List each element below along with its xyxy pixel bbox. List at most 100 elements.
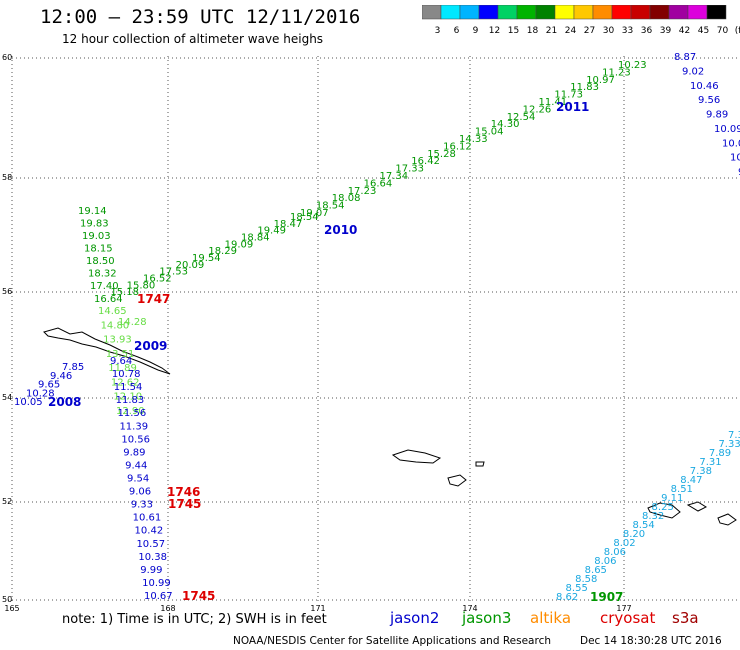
legend-cryosat: cryosat (600, 609, 656, 627)
swh-reading: 9.54 (127, 474, 149, 485)
legend-altika: altika (530, 609, 572, 627)
swh-reading: 7.89 (709, 448, 731, 459)
swh-reading: 16.64 (364, 178, 393, 189)
swh-reading: 9.33 (131, 500, 153, 511)
swh-reading: 8.06 (604, 547, 626, 558)
swh-reading: 18.84 (241, 233, 270, 244)
swh-reading: 13.51 (106, 349, 135, 360)
swh-reading: 14.33 (459, 134, 488, 145)
swh-reading: 7.31 (699, 457, 721, 468)
scale-swatch (592, 5, 613, 20)
graticule-grid (8, 56, 740, 602)
scale-swatch (459, 5, 480, 20)
swh-reading: 10.57 (136, 539, 165, 550)
swh-reading: 9.99 (140, 565, 162, 576)
scale-swatch (573, 5, 594, 20)
coastline (391, 449, 442, 464)
swh-reading: 10.56 (121, 434, 150, 445)
swh-reading: 8.25 (652, 502, 674, 513)
scale-swatch (630, 5, 651, 20)
swh-reading: 8.54 (632, 520, 654, 531)
swh-reading: 16.12 (443, 141, 472, 152)
pass-time-label: 1745 (168, 497, 201, 511)
swh-reading: 8.20 (623, 529, 645, 540)
swh-reading: 9.64 (110, 356, 132, 367)
swh-reading: 18.29 (208, 246, 237, 257)
swh-reading: 11.54 (114, 382, 143, 393)
swh-reading: 11.41 (539, 97, 568, 108)
swh-reading: 19.49 (257, 226, 286, 237)
swh-reading: 9.56 (698, 95, 720, 106)
swh-reading: 9.89 (706, 110, 728, 121)
swh-reading: 9.44 (125, 460, 147, 471)
swh-reading: 11.56 (118, 408, 147, 419)
swh-reading: 8.55 (566, 583, 588, 594)
swh-reading: 17.33 (395, 164, 424, 175)
swh-reading: 10.46 (690, 81, 719, 92)
swh-reading: 16.64 (94, 294, 123, 305)
pass-time-label: 2008 (48, 395, 81, 409)
longitude-tick-label: 168 (160, 604, 175, 613)
scale-tick-label: 70 (717, 26, 729, 36)
swh-reading: 10.28 (26, 388, 55, 399)
scale-swatch (422, 5, 442, 20)
legend-jason3: jason3 (462, 609, 512, 627)
credit-line: NOAA/NESDIS Center for Satellite Applica… (233, 635, 551, 647)
scale-tick-label: (ft) (735, 26, 740, 36)
scale-swatch (440, 5, 461, 20)
scale-tick-label: 18 (527, 26, 539, 36)
longitude-tick-label: 165 (4, 604, 19, 613)
swh-reading: 14.65 (98, 306, 127, 317)
swh-reading: 8.87 (674, 52, 696, 63)
swh-reading: 14.30 (491, 119, 520, 130)
latitude-tick-label: 58 (2, 173, 12, 182)
swh-reading: 18.54 (316, 201, 345, 212)
swh-reading: 8.32 (642, 511, 664, 522)
swh-reading: 16.42 (411, 156, 440, 167)
swh-reading: 18.47 (274, 219, 303, 230)
scale-tick-label: 27 (584, 26, 595, 36)
swh-reading: 17.53 (159, 267, 188, 278)
swh-reading: 19.54 (192, 253, 221, 264)
swh-reading: 10.05 (14, 397, 43, 408)
swh-reading: 13.93 (103, 335, 132, 346)
latitude-tick-label: 54 (2, 393, 12, 402)
latitude-tick-label: 50 (2, 595, 12, 604)
scale-tick-label: 21 (546, 26, 557, 36)
swh-reading: 9.65 (38, 380, 60, 391)
swh-reading: 10.99 (142, 578, 171, 589)
scale-swatch (478, 5, 499, 20)
swh-reading: 10.0 (722, 138, 740, 149)
scale-tick-label: 45 (698, 26, 709, 36)
swh-reading: 17.23 (348, 186, 377, 197)
footnote: note: 1) Time is in UTC; 2) SWH is in fe… (62, 612, 327, 627)
longitude-tick-label: 171 (310, 604, 325, 613)
swh-reading: 9.89 (123, 447, 145, 458)
swh-reading: 8.62 (556, 592, 578, 603)
scale-tick-label: 9 (473, 26, 479, 36)
swh-reading: 19.07 (300, 208, 329, 219)
swh-reading: 12.90 (116, 406, 145, 417)
swh-reading: 19.03 (82, 231, 111, 242)
swh-reading: 16.52 (143, 274, 172, 285)
swh-reading: 8.51 (671, 484, 693, 495)
swh-reading: 10.42 (135, 526, 164, 537)
scale-swatch (687, 5, 708, 20)
swh-reading: 10.61 (133, 513, 162, 524)
swh-reading: 12.54 (507, 112, 536, 123)
coastline-layer (43, 327, 737, 526)
swh-reading: 15.04 (475, 127, 504, 138)
scale-swatch (497, 5, 518, 20)
swh-reading: 15.18 (110, 287, 139, 298)
pass-time-label: 1747 (137, 292, 170, 306)
swh-reading: 10. (730, 153, 740, 164)
swh-reading: 8.58 (575, 574, 597, 585)
scale-tick-label: 24 (565, 26, 577, 36)
swh-reading: 7.3 (728, 430, 740, 441)
scale-swatch (668, 5, 689, 20)
scale-tick-label: 33 (622, 26, 633, 36)
latitude-tick-label: 56 (2, 287, 12, 296)
scale-tick-label: 15 (508, 26, 519, 36)
swh-reading: 15.28 (427, 149, 456, 160)
